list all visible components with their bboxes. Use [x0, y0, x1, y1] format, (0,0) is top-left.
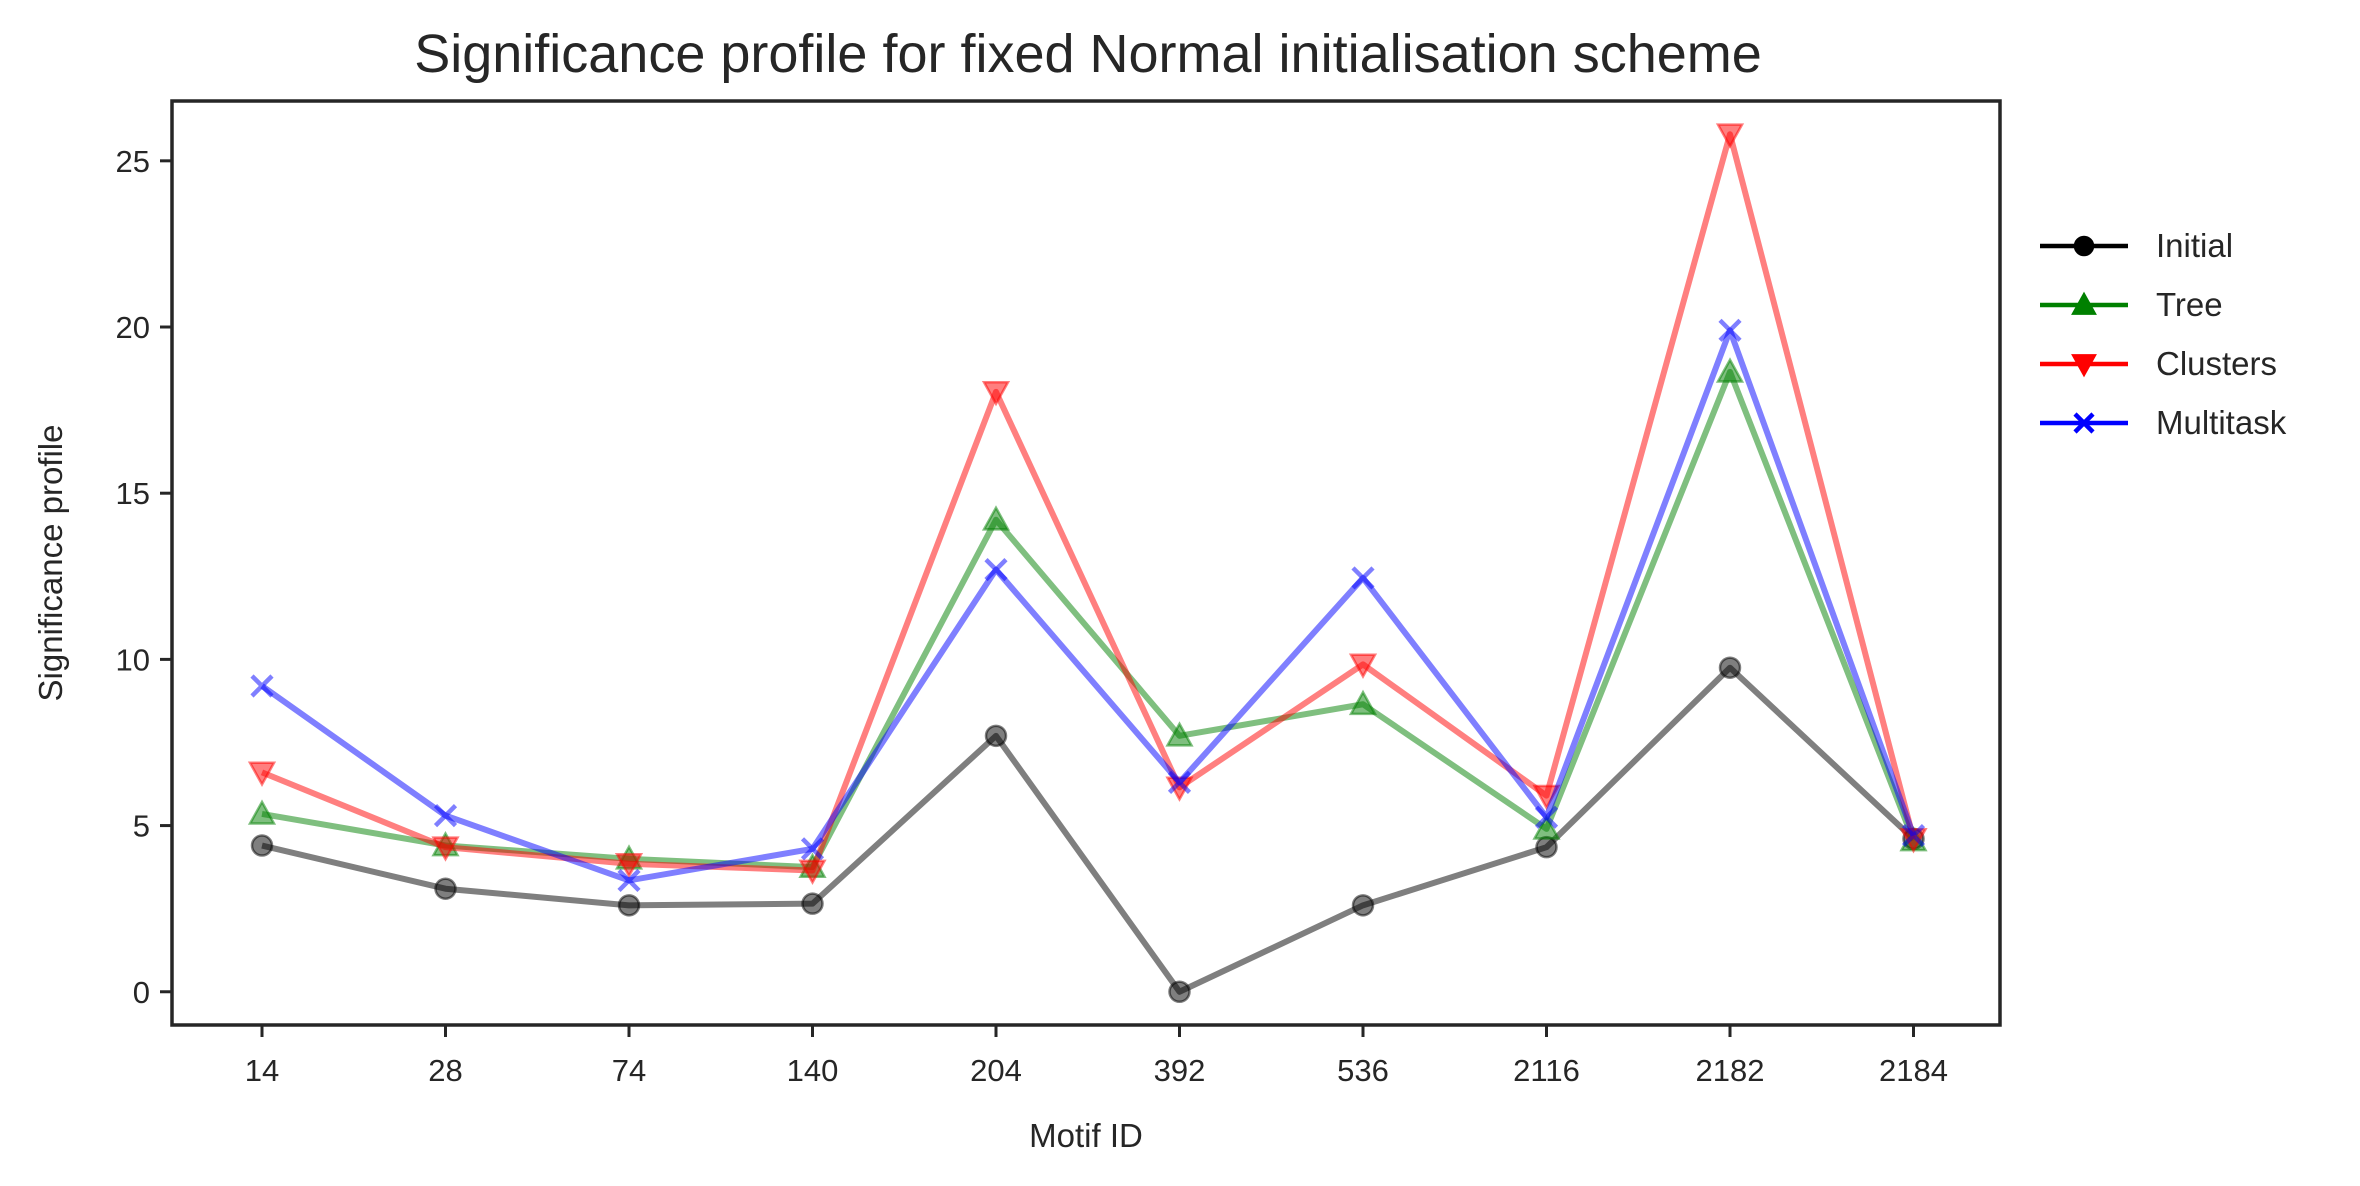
data-point-clusters — [1348, 653, 1378, 679]
legend: Initial Tree Clusters Multitask — [2040, 227, 2287, 441]
x-tick-label: 28 — [428, 1053, 462, 1088]
chart-title: Significance profile for fixed Normal in… — [414, 24, 1762, 84]
data-point-tree — [247, 799, 277, 825]
series-line-multitask — [260, 327, 1917, 884]
data-point-tree — [1715, 357, 1745, 383]
y-axis: 0 5 10 15 20 25 — [116, 144, 172, 1010]
data-point-multitask — [1351, 566, 1375, 590]
data-point-tree — [1532, 814, 1561, 840]
data-point-multitask — [984, 558, 1008, 582]
x-tick-label: 74 — [612, 1053, 646, 1088]
data-point-initial — [801, 892, 824, 915]
data-point-initial — [1535, 835, 1558, 859]
data-point-clusters — [431, 836, 460, 862]
data-point-clusters — [247, 761, 277, 787]
x-tick-label: 204 — [970, 1053, 1022, 1088]
y-tick-label: 25 — [116, 144, 150, 179]
series-clusters — [247, 123, 1928, 886]
data-point-multitask — [1901, 823, 1926, 848]
legend-item-clusters: Clusters — [2040, 345, 2277, 382]
data-point-initial — [617, 894, 641, 917]
data-point-initial — [250, 834, 274, 857]
x-tick-label: 140 — [787, 1053, 839, 1088]
series-initial — [250, 656, 1925, 1004]
data-point-clusters — [981, 380, 1011, 407]
data-point-clusters — [798, 859, 827, 886]
data-point-multitask — [433, 804, 458, 828]
legend-marker-clusters — [2071, 354, 2097, 378]
y-tick-label: 20 — [116, 310, 150, 345]
y-axis-label: Significance profile — [32, 425, 69, 702]
x-tick-label: 2182 — [1696, 1053, 1765, 1088]
legend-item-initial: Initial — [2040, 227, 2233, 264]
data-point-clusters — [1715, 123, 1745, 149]
x-tick-label: 2184 — [1879, 1053, 1948, 1088]
data-point-tree — [1165, 721, 1194, 747]
y-tick-label: 0 — [133, 975, 150, 1010]
data-point-multitask — [1167, 770, 1192, 794]
data-point-multitask — [800, 837, 825, 861]
data-point-initial — [1718, 656, 1742, 679]
x-axis-label: Motif ID — [1029, 1117, 1143, 1154]
series-multitask — [250, 318, 1926, 893]
series-layer — [247, 123, 1928, 1004]
x-tick-label: 14 — [245, 1053, 279, 1088]
x-axis: 14 28 74 140 204 392 536 2116 2182 2184 — [245, 1025, 1948, 1088]
x-tick-label: 536 — [1337, 1053, 1389, 1088]
data-point-tree — [981, 505, 1011, 531]
legend-label-clusters: Clusters — [2156, 345, 2277, 382]
legend-item-tree: Tree — [2040, 286, 2223, 323]
data-point-multitask — [250, 674, 274, 698]
y-tick-label: 15 — [116, 476, 150, 511]
data-point-initial — [434, 877, 457, 900]
y-tick-label: 5 — [133, 809, 150, 844]
data-point-initial — [984, 724, 1008, 748]
series-line-tree — [261, 368, 1917, 871]
data-point-multitask — [1534, 805, 1559, 829]
x-tick-label: 392 — [1154, 1053, 1206, 1088]
legend-label-initial: Initial — [2156, 227, 2233, 264]
data-point-initial — [1351, 894, 1375, 917]
y-tick-label: 10 — [116, 642, 150, 677]
data-point-initial — [1168, 980, 1191, 1004]
series-line-initial — [261, 664, 1916, 995]
legend-label-tree: Tree — [2156, 286, 2223, 323]
data-point-multitask — [617, 868, 641, 893]
legend-label-multitask: Multitask — [2156, 404, 2287, 441]
data-point-clusters — [614, 852, 644, 879]
legend-marker-multitask — [2073, 412, 2095, 434]
legend-marker-initial — [2073, 235, 2095, 257]
plot-frame — [170, 99, 2002, 1027]
legend-item-multitask: Multitask — [2040, 404, 2287, 441]
series-line-clusters — [260, 131, 1917, 874]
x-tick-label: 2116 — [1513, 1053, 1580, 1088]
data-point-tree — [1348, 689, 1378, 716]
data-point-multitask — [1718, 318, 1742, 342]
legend-marker-tree — [2071, 291, 2097, 315]
